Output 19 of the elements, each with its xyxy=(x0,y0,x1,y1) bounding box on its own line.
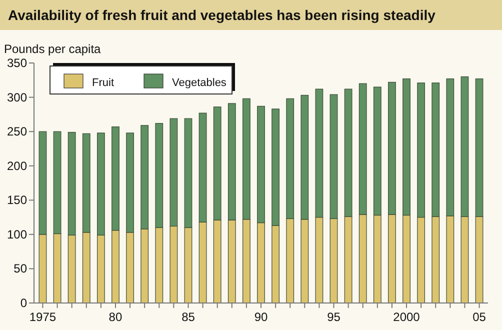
x-tick-label: 85 xyxy=(182,310,196,324)
y-tick-label: 200 xyxy=(6,158,28,173)
y-tick-label: 100 xyxy=(6,227,28,242)
y-tick-label: 50 xyxy=(14,262,28,276)
y-tick-label: 150 xyxy=(6,193,28,208)
x-tick-label: 05 xyxy=(472,310,486,324)
legend-label: Fruit xyxy=(92,77,114,89)
x-tick-label: 1975 xyxy=(29,310,56,324)
x-tick-label: 95 xyxy=(327,310,341,324)
y-tick-label: 0 xyxy=(20,296,28,310)
x-tick-label: 90 xyxy=(254,310,268,324)
y-tick-label: 300 xyxy=(6,90,28,104)
legend-label: Vegetables xyxy=(172,77,227,89)
x-tick-label: 80 xyxy=(108,310,122,324)
x-tick-label: 2000 xyxy=(393,310,420,324)
chart-title: Availability of fresh fruit and vegetables has been rising steadily xyxy=(8,7,436,23)
y-axis-title: Pounds per capita xyxy=(4,42,102,56)
y-tick-label: 250 xyxy=(6,124,28,139)
y-tick-label: 350 xyxy=(6,56,28,70)
